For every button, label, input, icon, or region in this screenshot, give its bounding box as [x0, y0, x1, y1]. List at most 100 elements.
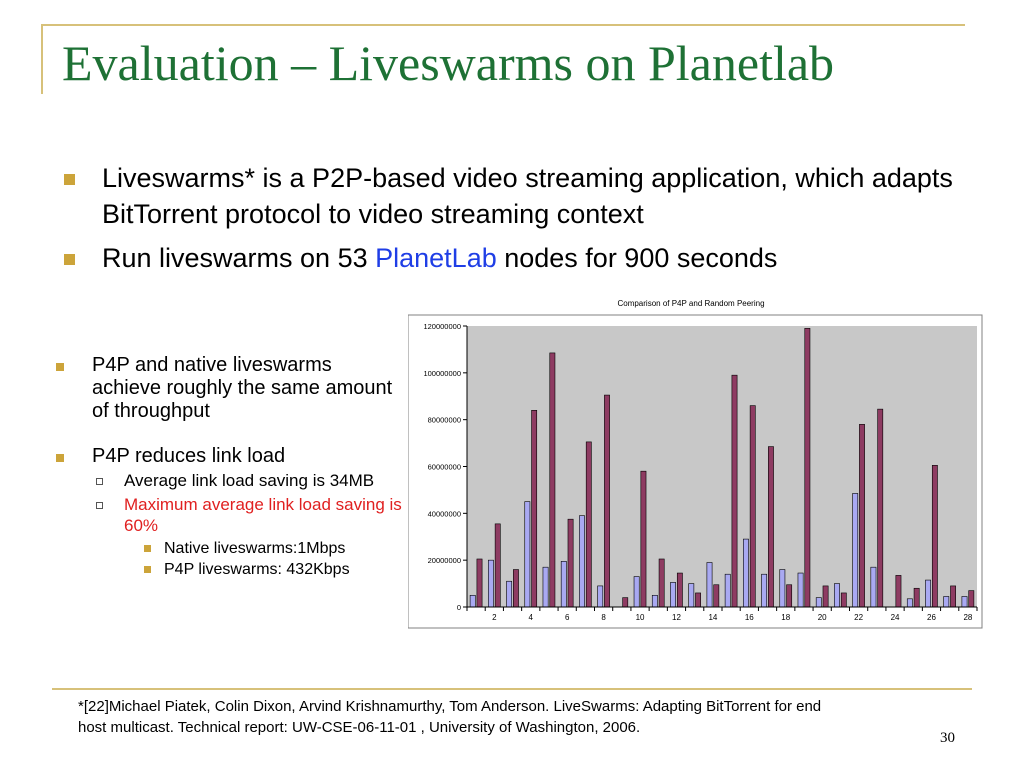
bar-series-2	[786, 584, 793, 608]
bar-series-1	[852, 493, 859, 608]
point-throughput: P4P and native liveswarms achieve roughl…	[52, 354, 402, 423]
x-tick-label: 14	[708, 613, 717, 622]
x-tick-label: 20	[818, 613, 827, 622]
x-tick-label: 28	[963, 613, 972, 622]
bar-series-1	[506, 580, 513, 608]
bullet-text-prefix: Run liveswarms on 53	[102, 243, 376, 273]
x-tick-label: 4	[529, 613, 534, 622]
bar-series-1	[870, 566, 877, 608]
x-tick-label: 12	[672, 613, 681, 622]
bullet-liveswarms-description: Liveswarms* is a P2P-based video streami…	[60, 160, 960, 232]
footnote: *[22]Michael Piatek, Colin Dixon, Arvind…	[78, 696, 958, 738]
bar-series-2	[931, 465, 938, 608]
bar-series-2	[840, 592, 847, 608]
y-tick-label: 20000000	[428, 556, 461, 565]
bar-series-2	[585, 441, 592, 608]
bar-series-1	[651, 594, 658, 608]
bar-series-2	[768, 446, 774, 608]
bar-series-2	[713, 584, 720, 608]
bar-series-2	[895, 575, 902, 608]
y-tick-label: 0	[457, 603, 461, 612]
chart-title: Comparison of P4P and Random Peering	[617, 299, 764, 308]
plot-area	[467, 326, 977, 607]
bar-series-2	[822, 585, 829, 608]
sub-sub-bullet-list: Native liveswarms:1Mbps P4P liveswarms: …	[124, 538, 402, 580]
bar-series-2	[913, 587, 920, 608]
bar-series-1	[724, 573, 731, 608]
y-tick-label: 80000000	[428, 416, 461, 425]
y-tick-label: 120000000	[423, 322, 461, 331]
bullet-text-suffix: nodes for 900 seconds	[496, 243, 778, 273]
chart-svg: Comparison of P4P and Random Peering 020…	[408, 299, 983, 629]
bar-series-2	[804, 328, 811, 608]
point-text: P4P reduces link load	[92, 445, 286, 467]
bar-series-2	[476, 558, 483, 608]
bar-series-1	[488, 559, 494, 608]
page-number: 30	[940, 730, 955, 746]
bar-series-2	[513, 569, 519, 608]
bar-series-1	[943, 596, 950, 608]
x-tick-label: 18	[781, 613, 790, 622]
bar-series-2	[695, 592, 701, 608]
planetlab-link[interactable]: PlanetLab	[375, 243, 497, 273]
x-tick-label: 8	[601, 613, 606, 622]
x-tick-label: 6	[565, 613, 570, 622]
bar-series-1	[542, 566, 549, 608]
bullet-run-planetlab: Run liveswarms on 53 PlanetLab nodes for…	[60, 240, 960, 276]
x-tick-label: 10	[636, 613, 645, 622]
bars-group	[469, 328, 975, 608]
bar-series-2	[859, 424, 865, 608]
bar-series-1	[761, 573, 768, 608]
bar-series-2	[604, 394, 610, 608]
sub-point-max-saving: Maximum average link load saving is 60% …	[88, 494, 402, 580]
bar-series-2	[877, 408, 884, 608]
footnote-line: host multicast. Technical report: UW-CSE…	[78, 719, 641, 736]
x-tick-label: 22	[854, 613, 863, 622]
x-tick-label: 16	[745, 613, 754, 622]
bar-series-2	[968, 590, 975, 608]
bar-series-1	[560, 561, 567, 608]
bar-series-2	[950, 585, 956, 608]
bar-series-1	[779, 569, 786, 608]
main-bullet-list: Liveswarms* is a P2P-based video streami…	[60, 160, 960, 284]
bar-series-1	[925, 579, 931, 608]
bar-series-1	[633, 576, 640, 608]
native-rate-text: Native liveswarms:1Mbps	[164, 540, 346, 557]
bar-series-2	[731, 374, 738, 608]
bullet-text: Liveswarms* is a P2P-based video streami…	[102, 163, 953, 229]
bar-series-2	[567, 518, 574, 608]
comparison-chart: Comparison of P4P and Random Peering 0 20…	[408, 296, 984, 630]
bar-series-2	[640, 470, 647, 608]
left-bullet-list: P4P and native liveswarms achieve roughl…	[52, 354, 402, 602]
bar-series-2	[622, 597, 629, 608]
bar-series-1	[579, 515, 585, 608]
native-rate-item: Native liveswarms:1Mbps	[124, 538, 402, 559]
bar-series-1	[688, 583, 695, 608]
bar-series-1	[961, 596, 968, 608]
bar-series-1	[743, 538, 749, 608]
bar-series-1	[906, 598, 913, 608]
x-tick-label: 2	[492, 613, 497, 622]
bar-series-1	[670, 582, 676, 608]
bar-series-1	[524, 501, 531, 608]
bar-series-2	[549, 352, 556, 608]
y-tick-label: 60000000	[428, 463, 461, 472]
bar-series-2	[658, 558, 665, 608]
bar-series-1	[706, 562, 713, 608]
footnote-line: *[22]Michael Piatek, Colin Dixon, Arvind…	[78, 698, 822, 715]
p4p-rate-text: P4P liveswarms: 432Kbps	[164, 561, 350, 578]
point-link-load: P4P reduces link load Average link load …	[52, 445, 402, 580]
slide-title: Evaluation – Liveswarms on Planetlab	[62, 35, 835, 91]
sub-bullet-list: Average link load saving is 34MB Maximum…	[92, 470, 402, 580]
y-tick-label: 100000000	[423, 369, 461, 378]
x-tick-label: 24	[891, 613, 900, 622]
p4p-rate-item: P4P liveswarms: 432Kbps	[124, 559, 402, 580]
bar-series-1	[597, 585, 604, 608]
bar-series-1	[469, 594, 476, 608]
left-border-line	[41, 24, 43, 94]
bar-series-1	[834, 583, 840, 608]
y-axis: 0 20000000 40000000 60000000 80000000 1000000…	[423, 322, 468, 612]
footnote-divider	[52, 688, 972, 690]
bar-series-2	[749, 405, 756, 608]
y-tick-label: 40000000	[428, 509, 461, 518]
